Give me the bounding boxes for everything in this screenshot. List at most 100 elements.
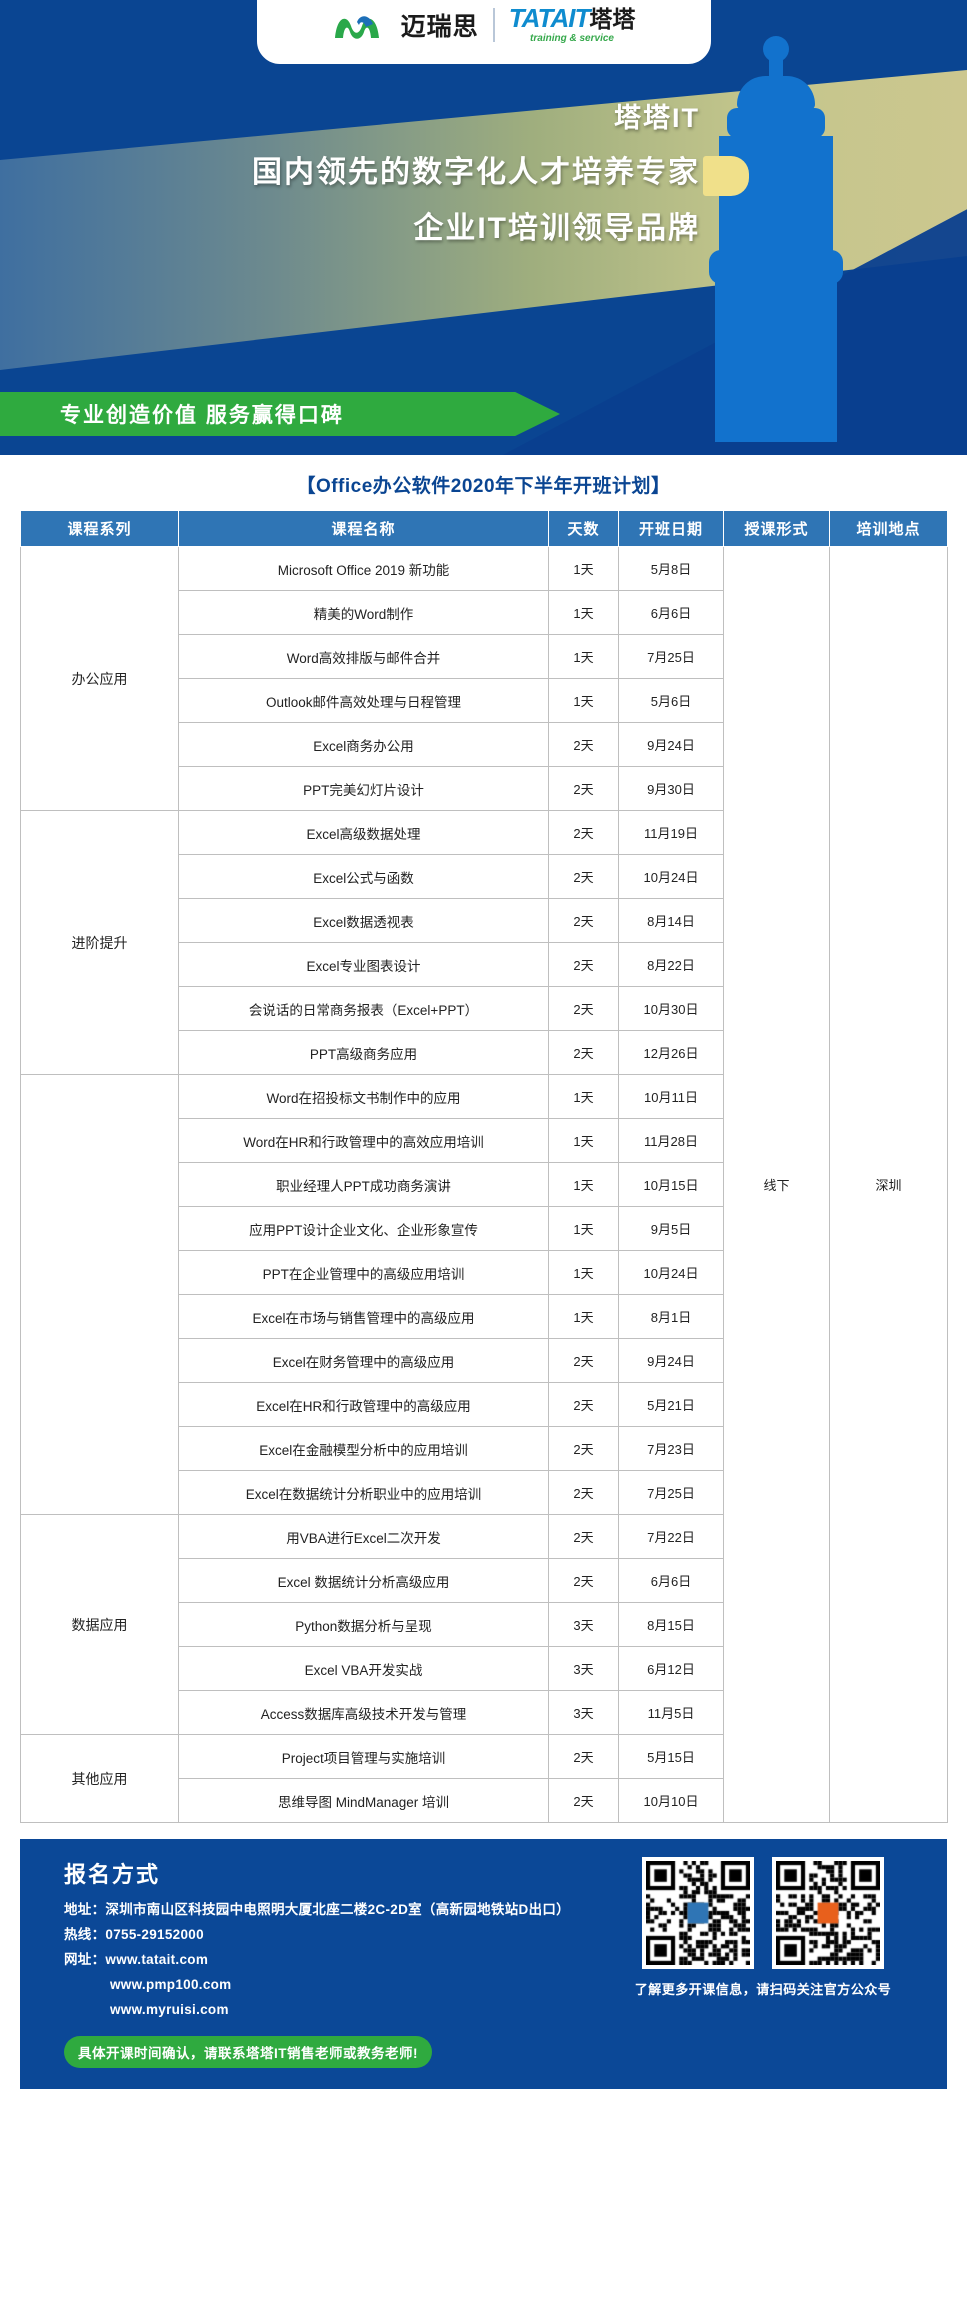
table-row: Excel专业图表设计 2天 8月22日 bbox=[21, 942, 948, 987]
footer-web-line-3: www.myruisi.com bbox=[64, 1997, 947, 2022]
cell-days: 2天 bbox=[548, 1426, 619, 1471]
cell-days: 2天 bbox=[548, 1734, 619, 1779]
table-row: Python数据分析与呈现 3天 8月15日 bbox=[21, 1602, 948, 1647]
cell-location: 深圳 bbox=[829, 546, 948, 1823]
cell-date: 5月6日 bbox=[618, 678, 724, 723]
tatait-tagline: training & service bbox=[530, 33, 614, 44]
schedule-table-wrapper: 课程系列 课程名称 天数 开班日期 授课形式 培训地点 办公应用 Microsof… bbox=[0, 510, 967, 1823]
cell-date: 11月19日 bbox=[618, 810, 724, 855]
qr-code-left bbox=[642, 1857, 754, 1969]
table-row: Excel在市场与销售管理中的高级应用 1天 8月1日 bbox=[21, 1294, 948, 1339]
banner-headings: 塔塔IT 国内领先的数字化人才培养专家 企业IT培训领导品牌 bbox=[0, 96, 700, 247]
hero-banner: 迈瑞思 TATAIT塔塔 training & service 塔塔IT 国内领… bbox=[0, 0, 967, 455]
cell-days: 1天 bbox=[548, 1162, 619, 1207]
table-row: Word高效排版与邮件合并 1天 7月25日 bbox=[21, 634, 948, 679]
cell-days: 2天 bbox=[548, 1558, 619, 1603]
table-row: 办公应用 Microsoft Office 2019 新功能 1天 5月8日 线下 深圳 bbox=[20, 546, 948, 1823]
cell-days: 3天 bbox=[548, 1602, 619, 1647]
hotline-value: 0755-29152000 bbox=[105, 1927, 204, 1942]
cell-days: 1天 bbox=[548, 678, 619, 723]
cell-date: 5月21日 bbox=[618, 1382, 724, 1427]
table-row: Excel公式与函数 2天 10月24日 bbox=[21, 854, 948, 899]
table-row: 职业经理人PPT成功商务演讲 1天 10月15日 bbox=[21, 1162, 948, 1207]
qr-zone: 了解更多开课信息，请扫码关注官方公众号 bbox=[623, 1857, 903, 1998]
cell-course-name: Excel在市场与销售管理中的高级应用 bbox=[178, 1294, 549, 1339]
cell-course-name: 会说话的日常商务报表（Excel+PPT） bbox=[178, 986, 549, 1031]
cell-delivery-mode: 线下 bbox=[723, 546, 830, 1823]
website-3[interactable]: www.myruisi.com bbox=[110, 2002, 229, 2017]
tatait-wordmark: TATAIT塔塔 bbox=[508, 3, 636, 33]
footer-note-badge: 具体开课时间确认，请联系塔塔IT销售老师或教务老师! bbox=[64, 2036, 432, 2068]
cell-date: 6月6日 bbox=[618, 1558, 724, 1603]
cell-days: 2天 bbox=[548, 1514, 619, 1559]
banner-heading-3: 企业IT培训领导品牌 bbox=[413, 212, 700, 245]
cell-course-name: Word在招投标文书制作中的应用 bbox=[178, 1074, 549, 1119]
cell-course-name: 用VBA进行Excel二次开发 bbox=[178, 1514, 549, 1559]
website-2[interactable]: www.pmp100.com bbox=[110, 1977, 232, 1992]
cell-date: 9月24日 bbox=[618, 1338, 724, 1383]
cell-date: 10月30日 bbox=[618, 986, 724, 1031]
cell-course-name: Outlook邮件高效处理与日程管理 bbox=[178, 678, 549, 723]
cell-series bbox=[20, 1074, 179, 1515]
footer-title: 报名方式 bbox=[64, 1862, 161, 1887]
cell-series: 数据应用 bbox=[20, 1514, 179, 1735]
table-row: 进阶提升 Excel高级数据处理 2天 11月19日 bbox=[20, 810, 948, 1075]
footer-web-line-1: 网址：www.tatait.com bbox=[64, 1947, 947, 1972]
logo-divider bbox=[492, 7, 495, 42]
table-row: 数据应用 用VBA进行Excel二次开发 2天 7月22日 bbox=[20, 1514, 948, 1735]
web-label: 网址： bbox=[64, 1952, 106, 1967]
cell-days: 2天 bbox=[548, 1778, 619, 1823]
cell-course-name: Microsoft Office 2019 新功能 bbox=[178, 546, 549, 591]
cell-course-name: Python数据分析与呈现 bbox=[178, 1602, 549, 1647]
table-body: 办公应用 Microsoft Office 2019 新功能 1天 5月8日 线下 深圳精… bbox=[20, 546, 948, 1823]
tatait-cn: 塔塔 bbox=[589, 6, 636, 32]
table-row: Excel在数据统计分析职业中的应用培训 2天 7月25日 bbox=[21, 1470, 948, 1515]
cell-date: 7月23日 bbox=[618, 1426, 724, 1471]
cell-days: 2天 bbox=[548, 766, 619, 811]
table-row: PPT完美幻灯片设计 2天 9月30日 bbox=[21, 766, 948, 811]
cell-course-name: Excel VBA开发实战 bbox=[178, 1646, 549, 1691]
cell-date: 9月24日 bbox=[618, 722, 724, 767]
col-header-days: 天数 bbox=[548, 510, 619, 547]
cell-days: 2天 bbox=[548, 722, 619, 767]
cell-days: 3天 bbox=[548, 1690, 619, 1735]
table-row: 精美的Word制作 1天 6月6日 bbox=[21, 590, 948, 635]
cell-date: 12月26日 bbox=[618, 1030, 724, 1075]
footer-contact-lines: 地址：深圳市南山区科技园中电照明大厦北座二楼2C-2D室（高新园地铁站D出口） … bbox=[64, 1897, 947, 2022]
cell-days: 1天 bbox=[548, 546, 619, 591]
cell-course-name: 精美的Word制作 bbox=[178, 590, 549, 635]
table-row: 思维导图 MindManager 培训 2天 10月10日 bbox=[21, 1778, 948, 1823]
cell-date: 11月28日 bbox=[618, 1118, 724, 1163]
contact-footer: 报名方式 地址：深圳市南山区科技园中电照明大厦北座二楼2C-2D室（高新园地铁站… bbox=[20, 1839, 947, 2089]
table-row: Word在招投标文书制作中的应用 1天 10月11日 bbox=[20, 1074, 948, 1515]
cell-date: 5月15日 bbox=[618, 1734, 724, 1779]
cell-days: 2天 bbox=[548, 1470, 619, 1515]
cell-date: 10月24日 bbox=[618, 1250, 724, 1295]
cell-course-name: 应用PPT设计企业文化、企业形象宣传 bbox=[178, 1206, 549, 1251]
cell-days: 2天 bbox=[548, 854, 619, 899]
cell-date: 5月8日 bbox=[618, 546, 724, 591]
table-row: 应用PPT设计企业文化、企业形象宣传 1天 9月5日 bbox=[21, 1206, 948, 1251]
table-header-row: 课程系列 课程名称 天数 开班日期 授课形式 培训地点 bbox=[20, 510, 948, 547]
cell-date: 7月25日 bbox=[618, 634, 724, 679]
cell-days: 2天 bbox=[548, 1338, 619, 1383]
cell-date: 6月6日 bbox=[618, 590, 724, 635]
website-1[interactable]: www.tatait.com bbox=[105, 1952, 209, 1967]
cell-course-name: Excel在财务管理中的高级应用 bbox=[178, 1338, 549, 1383]
slogan-banner: 专业创造价值 服务赢得口碑 bbox=[0, 392, 560, 436]
cell-days: 2天 bbox=[548, 986, 619, 1031]
cell-course-name: Excel商务办公用 bbox=[178, 722, 549, 767]
cell-course-name: Excel高级数据处理 bbox=[178, 810, 549, 855]
cell-course-name: 职业经理人PPT成功商务演讲 bbox=[178, 1162, 549, 1207]
col-header-mode: 授课形式 bbox=[723, 510, 830, 547]
cell-date: 8月22日 bbox=[618, 942, 724, 987]
address-label: 地址： bbox=[64, 1902, 106, 1917]
cell-course-name: Access数据库高级技术开发与管理 bbox=[178, 1690, 549, 1735]
table-row: Excel在HR和行政管理中的高级应用 2天 5月21日 bbox=[21, 1382, 948, 1427]
cell-date: 9月30日 bbox=[618, 766, 724, 811]
cell-series: 其他应用 bbox=[20, 1734, 179, 1823]
table-row: PPT高级商务应用 2天 12月26日 bbox=[21, 1030, 948, 1075]
cell-days: 1天 bbox=[548, 1294, 619, 1339]
cell-course-name: Excel在金融模型分析中的应用培训 bbox=[178, 1426, 549, 1471]
qr-caption: 了解更多开课信息，请扫码关注官方公众号 bbox=[634, 1982, 892, 1997]
